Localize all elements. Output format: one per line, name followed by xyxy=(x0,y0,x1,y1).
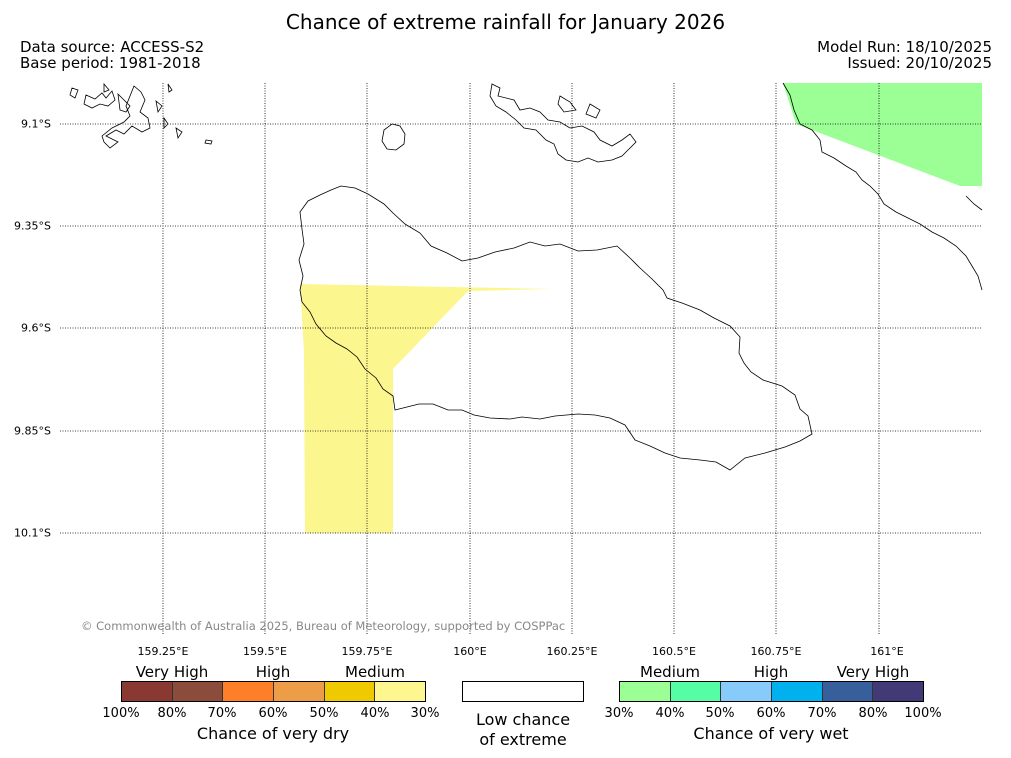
wet-tick: 40% xyxy=(655,706,685,721)
wet-swatch xyxy=(721,682,773,701)
base-period: Base period: 1981-2018 xyxy=(20,54,201,72)
wet-tick: 80% xyxy=(858,706,888,721)
dry-swatch xyxy=(223,682,275,701)
wet-swatch xyxy=(670,682,722,701)
guadalcanal-coast xyxy=(298,185,813,471)
savo-island xyxy=(381,123,406,151)
lat-label: 9.6°S xyxy=(21,321,51,335)
lon-label: 159.25°E xyxy=(137,645,189,658)
wet-cat-high: High xyxy=(753,663,789,681)
dry-swatch xyxy=(274,682,325,701)
low-chance-line1: Low chance xyxy=(475,710,571,729)
meta-right: Model Run: 18/10/2025 Issued: 20/10/2025 xyxy=(817,39,992,71)
wet-swatch xyxy=(873,682,924,701)
wet-swatch xyxy=(620,682,671,701)
dry-swatch xyxy=(375,682,426,701)
dry-tick: 80% xyxy=(157,706,187,721)
wet-tick: 60% xyxy=(756,706,786,721)
dry-cat-high: High xyxy=(255,663,291,681)
dry-tick: 100% xyxy=(102,706,140,721)
small-islet xyxy=(204,139,213,145)
dry-cat-medium: Medium xyxy=(345,663,405,681)
dry-tick: 40% xyxy=(360,706,390,721)
copyright: © Commonwealth of Australia 2025, Bureau… xyxy=(81,619,566,633)
lon-label: 160.75°E xyxy=(750,645,802,658)
russell-islands xyxy=(69,82,183,149)
lon-label: 160.5°E xyxy=(652,645,696,658)
dry-cat-very-high: Very High xyxy=(135,663,209,681)
dry-tick: 70% xyxy=(207,706,237,721)
low-chance-swatch xyxy=(462,681,584,702)
nggela-islands xyxy=(489,83,637,163)
wet-legend-title: Chance of very wet xyxy=(693,724,849,743)
lat-label: 9.1°S xyxy=(21,117,51,131)
lon-label: 161°E xyxy=(870,645,904,658)
meta-left: Data source: ACCESS-S2 Base period: 1981… xyxy=(20,39,204,71)
wet-tick: 50% xyxy=(705,706,735,721)
lat-label: 9.85°S xyxy=(14,424,51,438)
model-run: Model Run: 18/10/2025 xyxy=(817,38,992,56)
lon-label: 159.5°E xyxy=(243,645,287,658)
wet-tick: 70% xyxy=(807,706,837,721)
wet-cat-very-high: Very High xyxy=(836,663,910,681)
wet-swatch xyxy=(822,682,874,701)
dry-tick: 50% xyxy=(309,706,339,721)
lon-label: 160.25°E xyxy=(546,645,598,658)
dry-swatch xyxy=(172,682,224,701)
malaita-coast xyxy=(782,82,983,291)
chart-title: Chance of extreme rainfall for January 2… xyxy=(285,10,726,34)
dry-swatch xyxy=(122,682,173,701)
wet-tick: 100% xyxy=(904,706,942,721)
dry-tick: 30% xyxy=(410,706,440,721)
dry-legend-title: Chance of very dry xyxy=(196,724,350,743)
lon-label: 159.75°E xyxy=(341,645,393,658)
data-source: Data source: ACCESS-S2 xyxy=(20,38,205,56)
issued-date: Issued: 20/10/2025 xyxy=(847,54,992,72)
wet-tick: 30% xyxy=(604,706,634,721)
lon-label: 160°E xyxy=(453,645,487,658)
gridlines xyxy=(60,83,982,635)
wet-colorbar xyxy=(619,681,924,702)
dry-shade-30-40 xyxy=(300,284,553,533)
map xyxy=(60,82,983,635)
dry-colorbar xyxy=(121,681,426,702)
coastlines xyxy=(69,82,983,471)
lat-label: 9.35°S xyxy=(14,219,51,233)
low-chance-label: Low chance of extreme xyxy=(453,710,593,750)
dry-swatch xyxy=(324,682,376,701)
wet-swatch xyxy=(772,682,823,701)
map-shading xyxy=(300,83,982,533)
lat-label: 10.1°S xyxy=(14,526,51,540)
low-chance-line2: of extreme xyxy=(479,730,567,749)
wet-shade-30-40 xyxy=(783,83,982,186)
dry-tick: 60% xyxy=(258,706,288,721)
wet-cat-medium: Medium xyxy=(640,663,700,681)
